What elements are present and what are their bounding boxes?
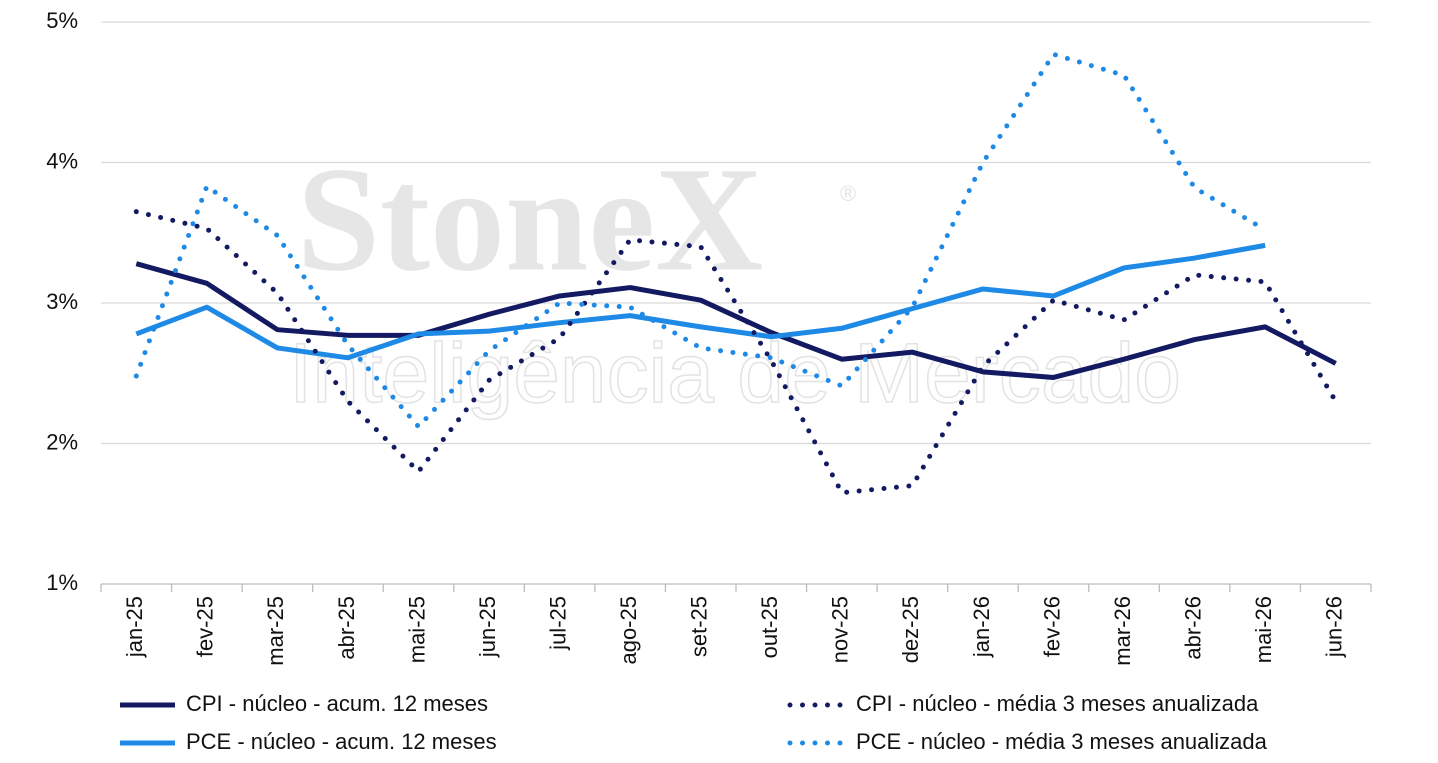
x-tick-label: ago-25 — [616, 596, 641, 665]
y-tick-label: 5% — [46, 8, 78, 33]
x-tick-label: fev-25 — [193, 596, 218, 657]
legend-label: CPI - núcleo - acum. 12 meses — [186, 691, 488, 716]
x-tick-label: mai-26 — [1251, 596, 1276, 663]
x-tick-label: jul-25 — [545, 596, 570, 651]
x-tick-label: mar-25 — [263, 596, 288, 666]
y-tick-label: 1% — [46, 570, 78, 595]
x-tick-label: abr-26 — [1180, 596, 1205, 660]
x-tick-label: jun-25 — [475, 596, 500, 658]
x-tick-label: fev-26 — [1039, 596, 1064, 657]
x-tick-label: jun-26 — [1322, 596, 1347, 658]
series-line — [133, 51, 1268, 431]
x-tick-label: abr-25 — [334, 596, 359, 660]
x-tick-label: mai-25 — [404, 596, 429, 663]
x-tick-label: dez-25 — [898, 596, 923, 663]
x-tick-label: jan-26 — [969, 596, 994, 658]
legend-label: PCE - núcleo - acum. 12 meses — [186, 729, 497, 754]
y-tick-label: 3% — [46, 289, 78, 314]
legend-label: PCE - núcleo - média 3 meses anualizada — [856, 729, 1268, 754]
x-tick-label: nov-25 — [828, 596, 853, 663]
series-line — [135, 261, 1337, 380]
watermark-mark: ® — [840, 181, 856, 206]
x-tick-label: out-25 — [757, 596, 782, 658]
watermark-subtitle: Inteligência de Mercado — [289, 326, 1181, 420]
legend-label: CPI - núcleo - média 3 meses anualizada — [856, 691, 1259, 716]
x-tick-label: set-25 — [687, 596, 712, 657]
series-line — [135, 242, 1266, 361]
x-tick-label: jan-25 — [122, 596, 147, 658]
series-line — [133, 209, 1339, 496]
watermark-brand: StoneX — [297, 136, 764, 302]
y-tick-label: 2% — [46, 429, 78, 454]
y-tick-label: 4% — [46, 148, 78, 173]
x-tick-label: mar-26 — [1110, 596, 1135, 666]
